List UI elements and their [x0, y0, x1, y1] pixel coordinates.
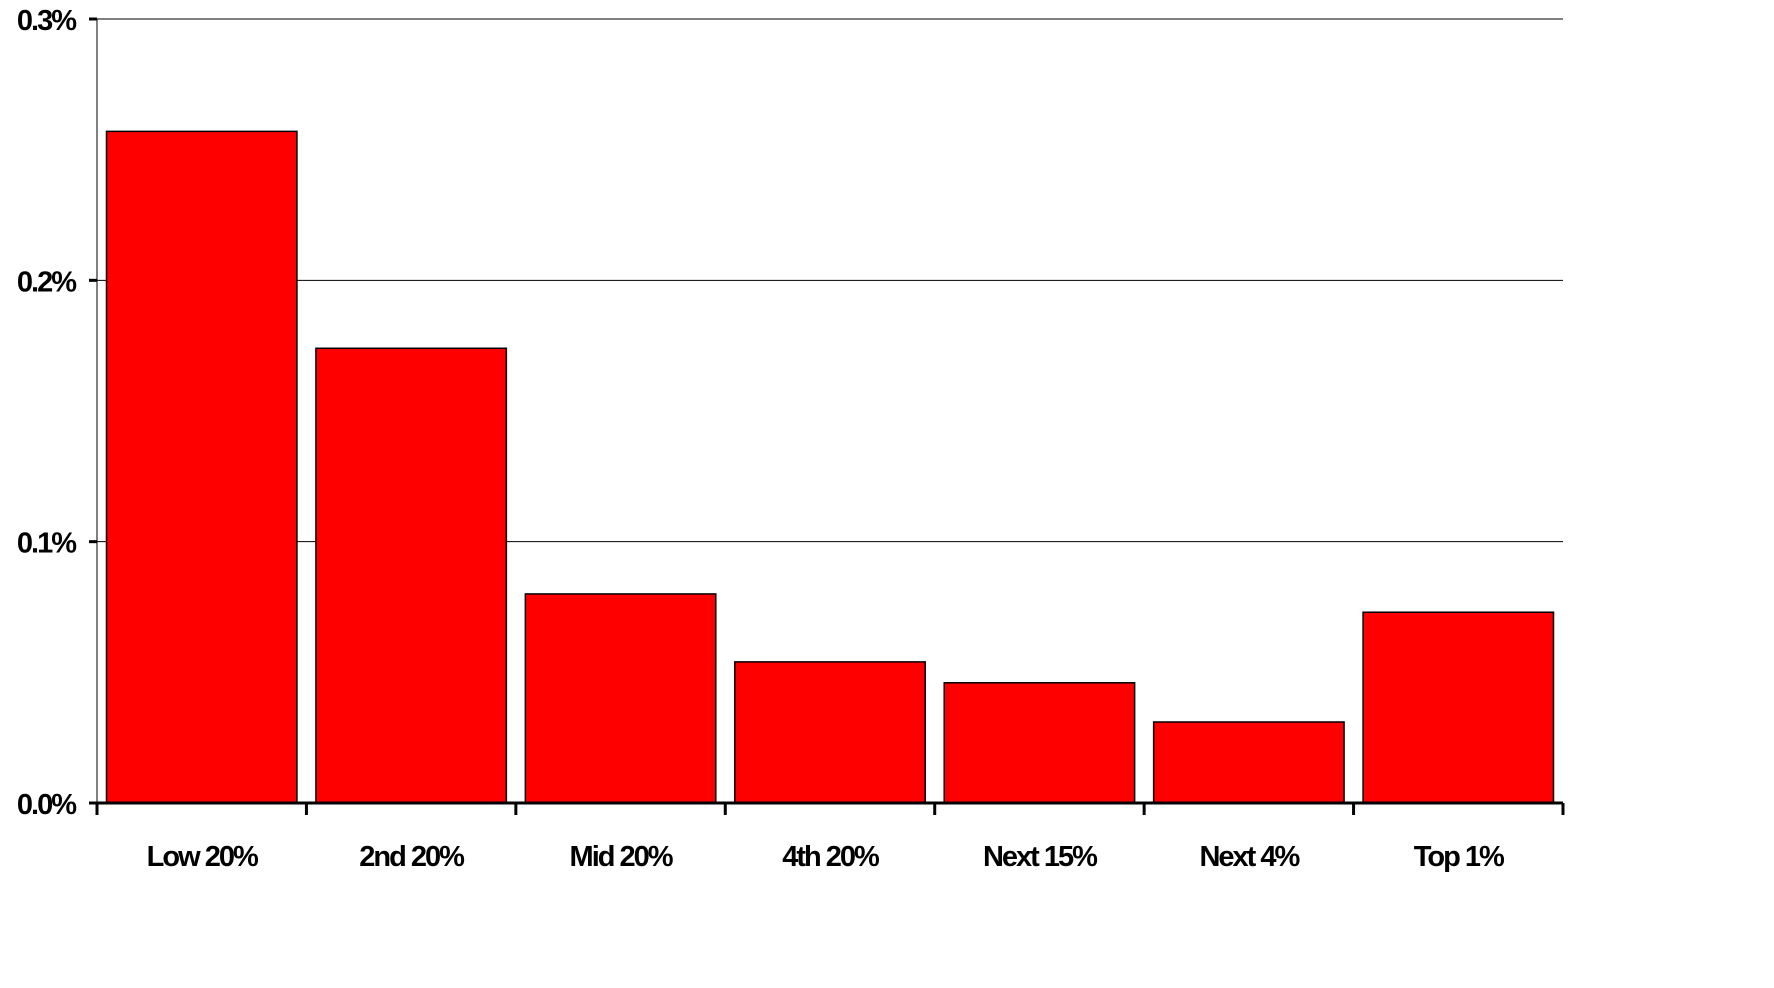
x-tick-label: Mid 20% [570, 841, 674, 873]
x-tick-label: 2nd 20% [359, 841, 465, 873]
x-tick-label: Next 4% [1199, 841, 1300, 873]
x-tick-label: 4th 20% [782, 841, 880, 873]
bar [1152, 721, 1345, 804]
y-tick-label: 0.0% [17, 789, 77, 821]
bar [1362, 611, 1555, 804]
x-tick-label: Low 20% [147, 841, 259, 873]
bar [943, 682, 1136, 804]
bars [105, 130, 1555, 804]
y-tick-labels: 0.0% 0.1% 0.2% 0.3% [17, 5, 79, 821]
y-tick-label: 0.1% [17, 528, 77, 560]
bar [315, 347, 508, 804]
x-tick-label: Top 1% [1414, 841, 1505, 873]
bar [524, 593, 717, 804]
x-tick-labels: Low 20% 2nd 20% Mid 20% 4th 20% Next 15% Next… [147, 841, 1507, 873]
y-tick-label: 0.2% [17, 266, 77, 298]
y-tick-label: 0.3% [17, 5, 77, 37]
x-tick-label: Next 15% [983, 841, 1098, 873]
bar [734, 661, 926, 804]
bar [105, 130, 298, 804]
axes [89, 17, 1565, 815]
